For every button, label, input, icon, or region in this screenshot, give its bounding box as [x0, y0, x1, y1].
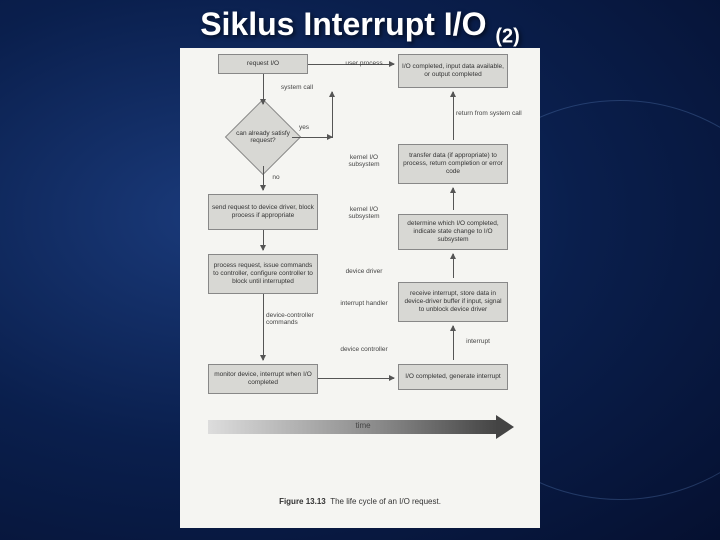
- node-determine-io: determine which I/O completed, indicate …: [398, 214, 508, 250]
- slide-title: Siklus Interrupt I/O (2): [0, 0, 720, 48]
- arrow: [318, 378, 394, 379]
- arrow: [453, 326, 454, 360]
- figure-caption: Figure 13.13 The life cycle of an I/O re…: [188, 494, 532, 506]
- figure-panel: request I/O can already satisfy request?…: [180, 48, 540, 528]
- arrow: [332, 92, 333, 138]
- arrow: [292, 137, 332, 138]
- title-sub: (2): [495, 25, 519, 47]
- caption-text: The life cycle of an I/O request.: [330, 497, 441, 506]
- label-user-process: user process: [336, 60, 392, 67]
- arrow: [263, 166, 264, 190]
- node-io-completed-top: I/O completed, input data available, or …: [398, 54, 508, 88]
- arrow: [453, 188, 454, 210]
- arrow: [263, 230, 264, 250]
- label-interrupt: interrupt: [458, 338, 498, 345]
- label-system-call: system call: [272, 84, 322, 91]
- node-transfer-data: transfer data (if appropriate) to proces…: [398, 144, 508, 184]
- title-main: Siklus Interrupt I/O: [200, 6, 486, 42]
- flowchart: request I/O can already satisfy request?…: [188, 54, 532, 494]
- label-kernel-io-2: kernel I/O subsystem: [336, 206, 392, 220]
- label-no: no: [266, 174, 286, 181]
- node-monitor-device: monitor device, interrupt when I/O compl…: [208, 364, 318, 394]
- node-receive-interrupt: receive interrupt, store data in device-…: [398, 282, 508, 322]
- label-device-driver: device driver: [336, 268, 392, 275]
- arrow: [453, 254, 454, 278]
- label-return-syscall: return from system call: [456, 110, 526, 117]
- node-send-request: send request to device driver, block pro…: [208, 194, 318, 230]
- arrow: [263, 74, 264, 104]
- node-process-request: process request, issue commands to contr…: [208, 254, 318, 294]
- label-yes: yes: [294, 124, 314, 131]
- label-interrupt-handler: interrupt handler: [336, 300, 392, 307]
- label-kernel-io-1: kernel I/O subsystem: [336, 154, 392, 168]
- label-dev-ctrl-cmds: device-controller commands: [266, 312, 346, 326]
- time-label: time: [348, 422, 378, 431]
- node-io-completed-bottom: I/O completed, generate interrupt: [398, 364, 508, 390]
- node-request-io: request I/O: [218, 54, 308, 74]
- arrow: [263, 294, 264, 360]
- arrow: [453, 92, 454, 140]
- node-decision-label: can already satisfy request?: [223, 130, 303, 144]
- caption-bold: Figure 13.13: [279, 497, 326, 506]
- label-device-controller: device controller: [336, 346, 392, 353]
